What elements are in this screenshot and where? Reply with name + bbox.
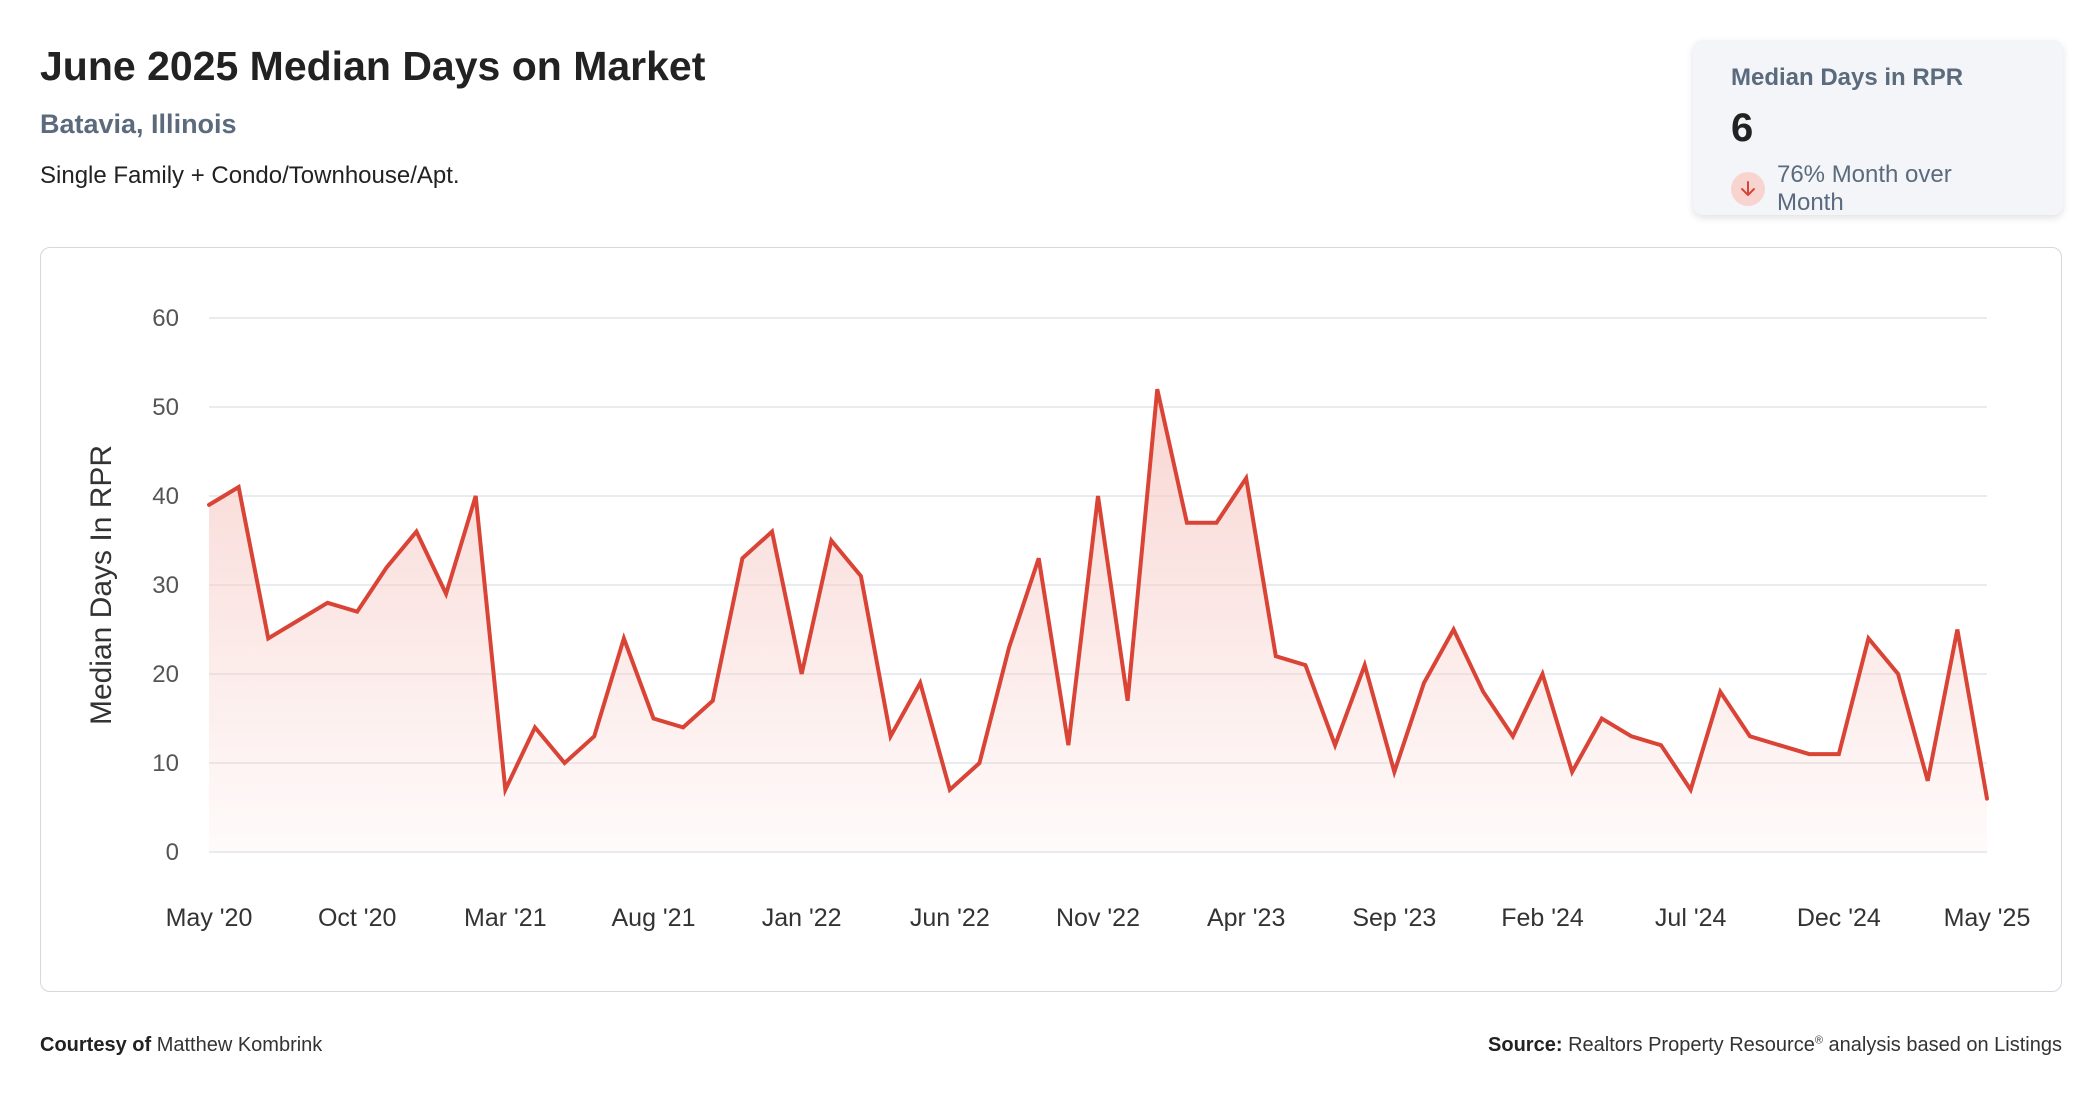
y-tick-label: 0	[166, 839, 179, 866]
series-line	[207, 388, 1989, 801]
x-tick-label: Apr '23	[1207, 904, 1285, 932]
arrow-down-icon	[1731, 172, 1765, 206]
page-title: June 2025 Median Days on Market	[40, 43, 706, 89]
x-tick-label: Mar '21	[464, 904, 547, 932]
courtesy-name: Matthew Kombrink	[156, 1034, 323, 1056]
property-types-description: Single Family + Condo/Townhouse/Apt.	[40, 162, 460, 190]
footer-courtesy: Courtesy of Matthew Kombrink	[40, 1034, 322, 1057]
source-label: Source:	[1488, 1034, 1563, 1056]
median-days-chart: 0 10 20 30 40 50 60 Median Days In RPR May '20 Oc…	[85, 305, 2031, 932]
kpi-change-text: 76% Month over Month	[1776, 161, 1952, 216]
y-tick-label: 10	[152, 750, 179, 777]
chart-card: 0 10 20 30 40 50 60 Median Days In RPR May '20 Oc…	[40, 247, 2062, 992]
y-tick-label: 40	[152, 483, 179, 510]
x-tick-label: Jan '22	[762, 904, 842, 932]
area-fill	[209, 389, 1987, 852]
y-tick-label: 20	[152, 661, 179, 688]
kpi-change: 76% Month over Month	[1731, 161, 2025, 217]
source-text-suffix: analysis based on Listings	[1822, 1034, 2063, 1056]
footer-source: Source: Realtors Property Resource® anal…	[1488, 1034, 2062, 1057]
y-tick-label: 60	[152, 305, 179, 332]
kpi-card: Median Days in RPR 6 76% Month over Mont…	[1693, 40, 2063, 217]
registered-mark: ®	[1814, 1034, 1823, 1047]
x-tick-label: Sep '23	[1352, 904, 1436, 932]
kpi-label: Median Days in RPR	[1731, 64, 1964, 91]
x-tick-label: Jul '24	[1655, 904, 1727, 932]
location-subtitle: Batavia, Illinois	[40, 109, 237, 140]
x-tick-label: May '20	[166, 904, 253, 932]
y-tick-label: 30	[152, 572, 179, 599]
x-tick-label: Oct '20	[318, 904, 396, 932]
y-axis-label: Median Days In RPR	[85, 445, 118, 725]
x-tick-label: Jun '22	[910, 904, 990, 932]
y-tick-label: 50	[152, 394, 179, 421]
x-tick-label: Aug '21	[611, 904, 695, 932]
x-tick-label: Nov '22	[1056, 904, 1140, 932]
x-tick-label: Dec '24	[1797, 904, 1881, 932]
source-text: Realtors Property Resource	[1568, 1034, 1815, 1056]
kpi-value: 6	[1731, 106, 1754, 150]
courtesy-label: Courtesy of	[40, 1034, 152, 1056]
x-tick-label: May '25	[1944, 904, 2031, 932]
header: June 2025 Median Days on Market Batavia,…	[40, 43, 706, 190]
x-tick-label: Feb '24	[1501, 904, 1584, 932]
